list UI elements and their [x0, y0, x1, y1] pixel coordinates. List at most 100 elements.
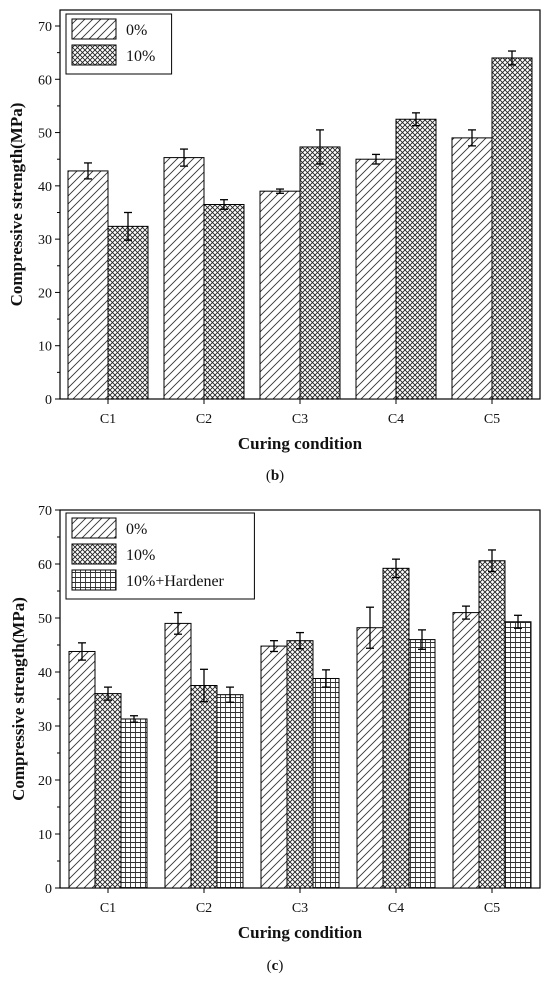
- error-bar: [488, 549, 496, 573]
- bar: [68, 650, 96, 889]
- x-tick-label: C5: [484, 412, 500, 427]
- error-bar: [468, 129, 476, 147]
- bar: [260, 645, 288, 889]
- bar-chart-c: 0 10 20 30 40 50 60 70 C1 C2 C3 C4 C5 0% 10% 10%+Harden…: [9, 504, 541, 942]
- bar: [382, 567, 410, 889]
- x-tick-label: C1: [100, 412, 116, 427]
- error-bar: [322, 669, 330, 688]
- bar: [478, 560, 506, 889]
- bar: [356, 627, 384, 889]
- error-bar: [418, 629, 426, 650]
- x-axis-title: Curing condition: [238, 434, 363, 453]
- y-tick-label: 0: [45, 393, 52, 408]
- bar: [120, 718, 148, 889]
- y-tick-label: 50: [38, 612, 52, 627]
- panel-caption-b: (b): [265, 468, 285, 484]
- error-bar: [130, 715, 138, 723]
- y-tick-label: 50: [38, 127, 52, 142]
- legend: 0% 10% 10%+Hardener: [65, 512, 255, 600]
- x-tick-label: C2: [196, 412, 212, 427]
- error-bar: [78, 642, 86, 661]
- bar: [67, 170, 109, 400]
- y-tick-label: 40: [38, 666, 52, 681]
- error-bar: [200, 668, 208, 703]
- x-tick-label: C3: [292, 901, 308, 916]
- chart-panel-b: 0 10 20 30 40 50 60 70 C1 C2 C3 C4 C5 0% 10% Curing con…: [7, 9, 541, 484]
- error-bar: [174, 611, 182, 635]
- x-tick-label: C4: [388, 901, 404, 916]
- x-axis-title: Curing condition: [238, 923, 363, 942]
- y-tick-label: 30: [38, 720, 52, 735]
- bar: [163, 157, 205, 400]
- legend-label: 10%+Hardener: [126, 573, 225, 590]
- y-tick-label: 70: [38, 504, 52, 519]
- bar: [164, 622, 192, 889]
- error-bar: [372, 153, 380, 165]
- error-bar: [508, 50, 516, 66]
- bar: [259, 190, 301, 400]
- bar: [299, 146, 341, 400]
- y-axis-title: Compressive strength(MPa): [7, 103, 26, 307]
- bar-chart-b: 0 10 20 30 40 50 60 70 C1 C2 C3 C4 C5 0% 10% Curing con…: [7, 9, 541, 453]
- legend-label: 0%: [126, 521, 147, 538]
- legend: 0% 10%: [65, 13, 173, 75]
- error-bar: [84, 162, 92, 180]
- chart-panel-c: 0 10 20 30 40 50 60 70 C1 C2 C3 C4 C5 0% 10% 10%+Harden…: [0, 492, 550, 981]
- bar: [107, 225, 149, 400]
- legend-label: 0%: [126, 22, 147, 39]
- x-tick-label: C4: [388, 412, 404, 427]
- bar: [504, 621, 532, 889]
- y-tick-label: 10: [38, 340, 52, 355]
- legend-swatch: [71, 18, 117, 40]
- error-bar: [462, 605, 470, 620]
- error-bar: [180, 148, 188, 167]
- error-bar: [220, 199, 228, 210]
- y-tick-label: 60: [38, 73, 52, 88]
- error-bar: [104, 686, 112, 701]
- error-bar: [316, 129, 324, 165]
- error-bar: [296, 631, 304, 650]
- bar: [203, 204, 245, 400]
- bar: [94, 693, 122, 889]
- y-tick-label: 20: [38, 774, 52, 789]
- y-tick-label: 30: [38, 233, 52, 248]
- panel-label-b: b: [270, 468, 280, 484]
- panel-caption-c: (c): [266, 958, 284, 974]
- error-bar: [276, 188, 284, 194]
- y-tick-label: 0: [45, 882, 52, 897]
- bar: [355, 158, 397, 400]
- x-tick-label: C5: [484, 901, 500, 916]
- legend-swatch: [71, 543, 117, 565]
- legend-label: 10%: [126, 547, 155, 564]
- error-bar: [392, 558, 400, 579]
- x-tick-label: C3: [292, 412, 308, 427]
- legend-label: 10%: [126, 48, 155, 65]
- y-tick-label: 70: [38, 20, 52, 35]
- error-bar: [270, 640, 278, 653]
- error-bar: [124, 211, 132, 241]
- error-bar: [412, 112, 420, 127]
- bar: [491, 57, 533, 400]
- bar: [451, 137, 493, 400]
- y-tick-label: 20: [38, 286, 52, 301]
- bar: [312, 677, 340, 889]
- y-tick-label: 40: [38, 180, 52, 195]
- error-bar: [226, 686, 234, 703]
- x-tick-label: C1: [100, 901, 116, 916]
- bar: [395, 118, 437, 400]
- y-axis-title: Compressive strength(MPa): [9, 597, 28, 801]
- panel-label-c: c: [271, 958, 279, 974]
- legend-swatch: [71, 569, 117, 591]
- y-tick-label: 10: [38, 828, 52, 843]
- bar: [216, 694, 244, 889]
- legend-swatch: [71, 517, 117, 539]
- y-tick-label: 60: [38, 558, 52, 573]
- bar: [452, 612, 480, 889]
- error-bar: [366, 606, 374, 649]
- bar: [408, 639, 436, 889]
- error-bar: [514, 614, 522, 629]
- bar: [286, 640, 314, 889]
- bar: [190, 685, 218, 889]
- legend-swatch: [71, 44, 117, 66]
- x-tick-label: C2: [196, 901, 212, 916]
